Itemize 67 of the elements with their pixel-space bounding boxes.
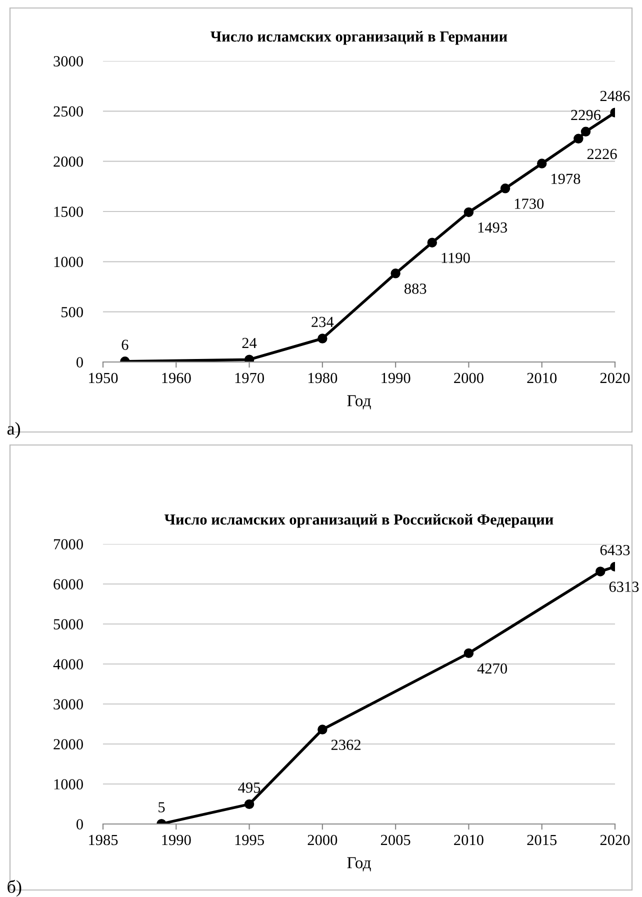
x-tick-label: 2015 <box>527 834 557 846</box>
data-label: 495 <box>238 782 260 793</box>
chart-title: Число исламских организаций в Российской Федерации <box>164 514 554 528</box>
data-label: 1190 <box>442 252 470 264</box>
x-tick-label: 2000 <box>454 372 484 384</box>
data-label: 2296 <box>571 110 601 120</box>
y-tick-label: 1500 <box>54 206 83 217</box>
point <box>390 268 400 278</box>
point <box>427 238 438 248</box>
point <box>596 566 606 576</box>
y-tick-label: 4000 <box>53 659 83 670</box>
point <box>318 334 328 344</box>
y-tick-label: 1000 <box>54 779 83 790</box>
data-label: 4270 <box>477 663 508 674</box>
x-tick-label: 2005 <box>380 834 410 846</box>
y-tick-label: 2500 <box>54 106 83 117</box>
point <box>464 207 474 218</box>
y-tick-label: 5000 <box>54 619 83 630</box>
data-label: 1493 <box>478 222 508 233</box>
chart-title: Число исламских организаций в Германии <box>210 31 508 45</box>
data-label: 2362 <box>331 740 360 750</box>
point <box>500 184 510 194</box>
point <box>580 126 591 136</box>
x-axis-title: Год <box>347 395 371 410</box>
point <box>536 158 547 168</box>
point <box>574 134 584 144</box>
text: б) <box>8 880 22 897</box>
data-label: 2226 <box>587 148 617 160</box>
point <box>244 799 254 810</box>
x-tick-label: 2000 <box>308 834 338 846</box>
data-label: 1978 <box>552 174 580 184</box>
point <box>464 648 474 658</box>
y-tick-label: 1000 <box>54 256 83 268</box>
data-label: 883 <box>404 284 426 294</box>
y-tick-label: 6000 <box>54 579 83 590</box>
x-tick-label: 1985 <box>89 834 118 846</box>
y-tick-label: 2000 <box>54 156 83 167</box>
data-label: 5 <box>158 802 165 812</box>
x-tick-label: 2010 <box>527 372 557 384</box>
point <box>244 354 254 362</box>
x-tick-label: 1980 <box>308 372 338 384</box>
x-tick-label: 2010 <box>454 834 484 846</box>
data-label: 6433 <box>600 544 630 556</box>
data-label: 24 <box>242 338 257 348</box>
x-tick-label: 1990 <box>382 372 410 384</box>
data-label: 6 <box>122 340 128 350</box>
y-tick-label: 0 <box>76 819 83 830</box>
x-tick-label: 1990 <box>162 834 191 846</box>
x-tick-label: 2020 <box>600 372 630 384</box>
data-label: 2486 <box>600 90 630 102</box>
x-tick-label: 1970 <box>235 372 264 384</box>
y-tick-label: 7000 <box>54 539 83 550</box>
data-label: 234 <box>312 316 334 328</box>
y-tick-label: 2000 <box>54 739 83 750</box>
x-tick-label: 2020 <box>600 834 630 846</box>
y-tick-label: 3000 <box>54 699 83 710</box>
x-axis-title: Год <box>347 857 371 872</box>
x-tick-label: 1995 <box>235 834 264 846</box>
data-label: 1730 <box>514 198 544 209</box>
y-tick-label: 3000 <box>54 56 83 66</box>
y-tick-label: 500 <box>62 306 83 318</box>
x-tick-label: 1960 <box>162 372 191 384</box>
y-tick-label: 0 <box>76 357 83 368</box>
text: а) <box>7 422 20 438</box>
data-label: 6313 <box>609 582 639 592</box>
point <box>318 724 328 734</box>
x-tick-label: 1950 <box>89 372 118 384</box>
